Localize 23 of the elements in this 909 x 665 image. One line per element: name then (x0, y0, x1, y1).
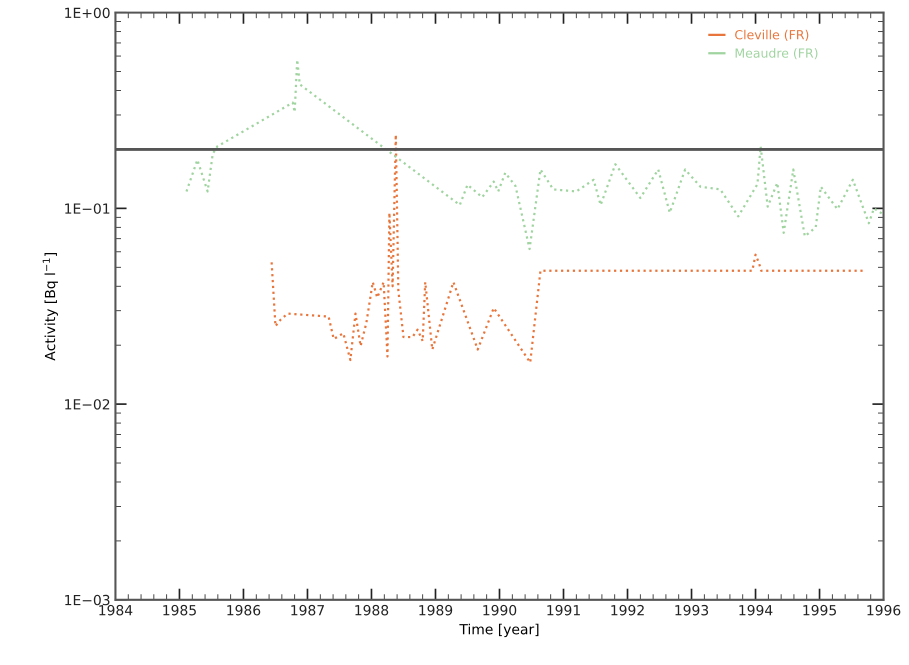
y-tick-label: 1E−03 (65, 594, 110, 606)
x-tick-label: 1987 (291, 604, 324, 616)
y-tick-label: 1E−01 (65, 203, 110, 214)
x-tick-label: 1984 (99, 604, 132, 616)
y-tick-label: 1E−02 (65, 399, 110, 410)
x-tick-label: 1990 (483, 604, 516, 616)
x-tick-label: 1994 (739, 604, 772, 616)
x-tick-label: 1992 (611, 604, 644, 616)
y-axis-title: Activity [Bq l$^{−1}$] (42, 253, 58, 361)
legend-label: Meaudre (FR) (736, 48, 818, 60)
x-tick-label: 1985 (163, 604, 196, 616)
x-tick-label: 1996 (867, 604, 900, 616)
legend-label: Cleville (FR) (735, 30, 808, 41)
y-tick-label: 1E+00 (65, 8, 110, 18)
x-tick-label: 1995 (803, 604, 836, 616)
x-tick-label: 1988 (355, 604, 388, 616)
x-tick-label: 1986 (227, 604, 260, 616)
line-series (185, 58, 884, 250)
line-series (270, 134, 865, 364)
x-axis-title: Time [year] (459, 624, 538, 638)
x-tick-label: 1989 (419, 604, 452, 616)
x-tick-label: 1993 (675, 604, 708, 616)
x-tick-label: 1991 (547, 604, 580, 616)
